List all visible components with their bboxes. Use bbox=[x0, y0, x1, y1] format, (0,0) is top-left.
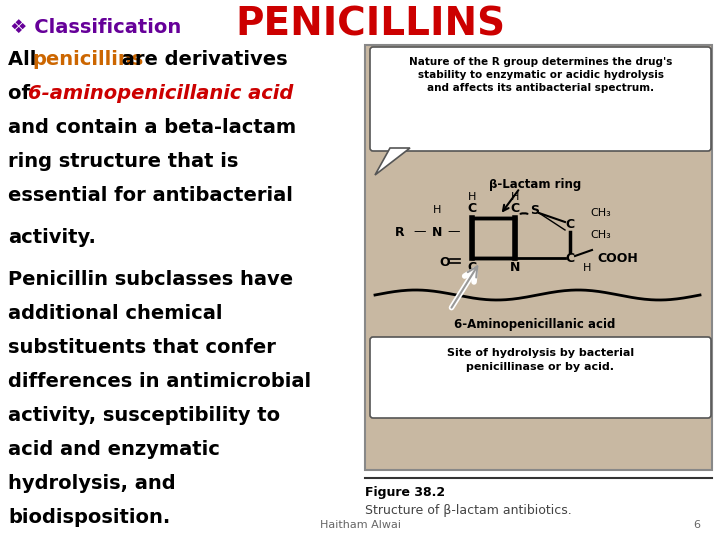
Text: H: H bbox=[433, 205, 441, 215]
Text: Figure 38.2: Figure 38.2 bbox=[365, 486, 445, 499]
Text: CH₃: CH₃ bbox=[590, 208, 611, 218]
Text: and contain a beta-lactam: and contain a beta-lactam bbox=[8, 118, 296, 137]
Text: N: N bbox=[432, 226, 442, 239]
FancyBboxPatch shape bbox=[370, 337, 711, 418]
Text: additional chemical: additional chemical bbox=[8, 304, 222, 323]
FancyBboxPatch shape bbox=[370, 47, 711, 151]
Text: biodisposition.: biodisposition. bbox=[8, 508, 170, 527]
Text: C: C bbox=[565, 252, 575, 265]
Text: hydrolysis, and: hydrolysis, and bbox=[8, 474, 176, 493]
Text: ring structure that is: ring structure that is bbox=[8, 152, 238, 171]
Text: C: C bbox=[467, 261, 477, 274]
Bar bbox=[365, 45, 712, 470]
Text: Nature of the R group determines the drug's
stability to enzymatic or acidic hyd: Nature of the R group determines the dru… bbox=[409, 57, 672, 93]
Text: C: C bbox=[510, 202, 520, 215]
Polygon shape bbox=[375, 148, 410, 175]
Text: N: N bbox=[510, 261, 520, 274]
Text: penicillins: penicillins bbox=[32, 50, 143, 69]
Text: CH₃: CH₃ bbox=[590, 230, 611, 240]
Text: O: O bbox=[440, 256, 450, 269]
Text: Haitham Alwai: Haitham Alwai bbox=[320, 520, 400, 530]
Text: Penicillin subclasses have: Penicillin subclasses have bbox=[8, 270, 293, 289]
Text: acid and enzymatic: acid and enzymatic bbox=[8, 440, 220, 459]
Text: Structure of β-lactam antibiotics.: Structure of β-lactam antibiotics. bbox=[365, 504, 572, 517]
Text: C: C bbox=[467, 202, 477, 215]
Text: 6-Aminopenicillanic acid: 6-Aminopenicillanic acid bbox=[454, 318, 616, 331]
Text: 6: 6 bbox=[693, 520, 700, 530]
Text: H: H bbox=[583, 263, 591, 273]
Text: essential for antibacterial: essential for antibacterial bbox=[8, 186, 293, 205]
Text: —: — bbox=[448, 226, 460, 239]
Text: 6-aminopenicillanic acid: 6-aminopenicillanic acid bbox=[28, 84, 293, 103]
Text: of: of bbox=[8, 84, 37, 103]
Text: β-Lactam ring: β-Lactam ring bbox=[489, 178, 581, 191]
Text: —: — bbox=[414, 226, 426, 239]
Text: S: S bbox=[531, 204, 539, 217]
Text: ❖ Classification: ❖ Classification bbox=[10, 18, 181, 37]
Text: activity.: activity. bbox=[8, 228, 96, 247]
Text: are derivatives: are derivatives bbox=[115, 50, 287, 69]
Text: All: All bbox=[8, 50, 43, 69]
Text: H: H bbox=[510, 192, 519, 202]
Text: differences in antimicrobial: differences in antimicrobial bbox=[8, 372, 311, 391]
Text: PENICILLINS: PENICILLINS bbox=[235, 5, 505, 43]
Text: H: H bbox=[468, 192, 476, 202]
Text: substituents that confer: substituents that confer bbox=[8, 338, 276, 357]
Text: C: C bbox=[565, 219, 575, 232]
Text: COOH: COOH bbox=[597, 252, 638, 265]
Text: activity, susceptibility to: activity, susceptibility to bbox=[8, 406, 280, 425]
Text: R: R bbox=[395, 226, 405, 239]
Text: Site of hydrolysis by bacterial
penicillinase or by acid.: Site of hydrolysis by bacterial penicill… bbox=[447, 348, 634, 372]
